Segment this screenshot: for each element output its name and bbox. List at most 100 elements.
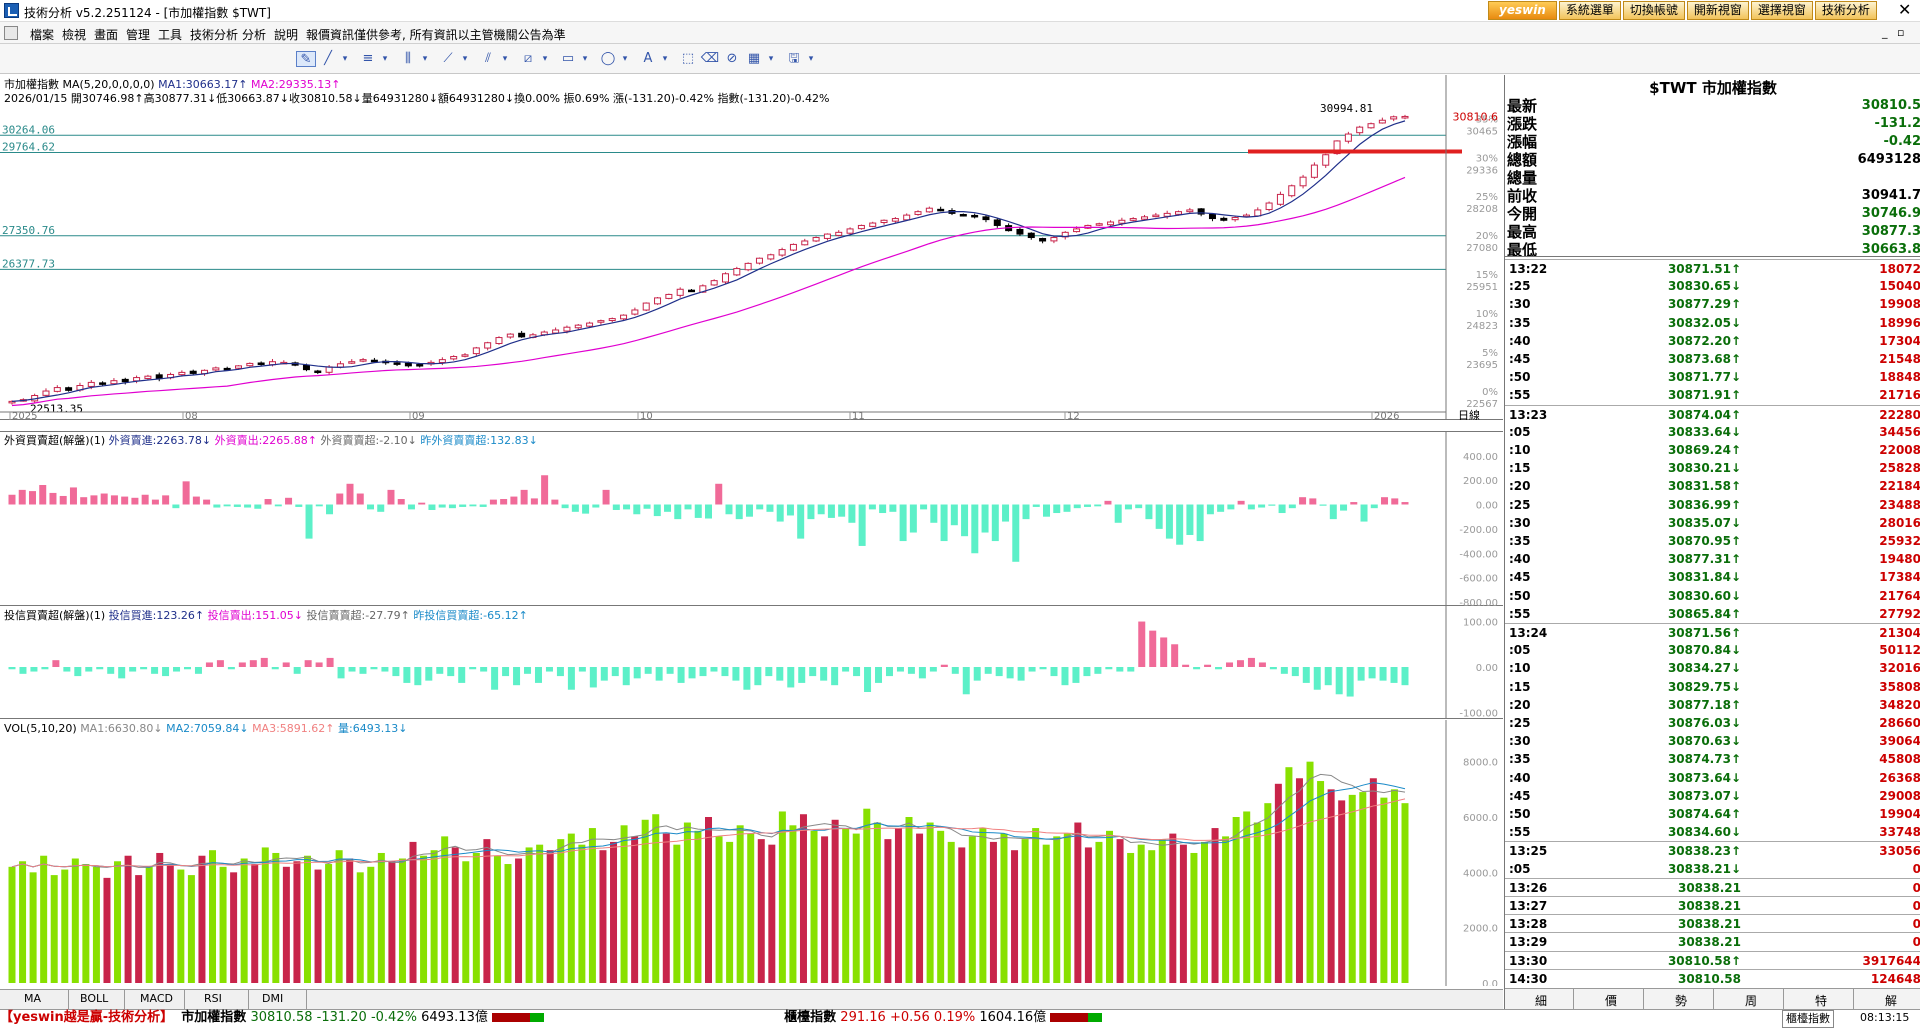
tick-row[interactable]: :40 30877.31↑ 19480: [1505, 550, 1920, 568]
tick-row[interactable]: :55 30865.84↑ 27792: [1505, 605, 1920, 623]
dropdown-icon[interactable]: ▾: [422, 54, 428, 64]
ellipse-icon[interactable]: ◯: [600, 51, 616, 66]
foreign-panel[interactable]: 外資買賣超(解盤)(1) 外資賣進:2263.78↓ 外資賣出:2265.88↑…: [0, 431, 1503, 607]
tick-row[interactable]: :25 30836.99↑ 23488: [1505, 496, 1920, 514]
volume-chart-svg[interactable]: 8000.0 6000.0 4000.0 2000.0 0.0: [0, 720, 1503, 986]
chart-tab-dmi[interactable]: DMI: [262, 992, 284, 1005]
dropdown-icon[interactable]: ▾: [768, 54, 774, 64]
menu-item-5[interactable]: 技術分析: [190, 28, 239, 42]
top-button-0[interactable]: yeswin: [1488, 1, 1557, 20]
quote-tab-0[interactable]: 細: [1535, 994, 1548, 1008]
quote-tab-1[interactable]: 價: [1605, 994, 1618, 1008]
pen-icon[interactable]: ✎: [296, 51, 316, 67]
tick-row[interactable]: :55 30834.60↓ 33748: [1505, 823, 1920, 841]
tick-row[interactable]: :40 30872.20↑ 17304: [1505, 332, 1920, 350]
tick-row[interactable]: 13:25 30838.23↑ 33056: [1505, 841, 1920, 859]
top-button-1[interactable]: 系統選單: [1558, 1, 1621, 20]
tick-row[interactable]: :50 30874.64↑ 19904: [1505, 805, 1920, 823]
grid-icon[interactable]: ▦: [747, 51, 761, 66]
channel-icon[interactable]: ⫽: [485, 51, 491, 66]
tick-row[interactable]: 13:28 30838.21 0: [1505, 914, 1920, 932]
tick-row[interactable]: :30 30870.63↓ 39064: [1505, 732, 1920, 750]
save-icon[interactable]: 🖫: [788, 51, 800, 66]
dropdown-icon[interactable]: ▾: [382, 54, 388, 64]
price-panel[interactable]: 市加權指數 MA(5,20,0,0,0,0) MA1:30663.17↑ MA2…: [0, 75, 1503, 420]
pattern-icon[interactable]: ⧄: [523, 51, 533, 66]
tick-row[interactable]: :45 30831.84↓ 17384: [1505, 568, 1920, 586]
dropdown-icon[interactable]: ▾: [462, 54, 468, 64]
chart-tab-boll[interactable]: BOLL: [80, 992, 109, 1005]
tick-row[interactable]: 13:23 30874.04↑ 22280: [1505, 404, 1920, 423]
menu-item-3[interactable]: 管理: [126, 28, 151, 42]
top-button-4[interactable]: 選擇視窗: [1750, 1, 1813, 20]
volume-panel[interactable]: VOL(5,10,20) MA1:6630.80↓ MA2:7059.84↓ M…: [0, 720, 1503, 986]
window-controls[interactable]: _ ▫: [1882, 26, 1908, 39]
menu-item-4[interactable]: 工具: [158, 28, 183, 42]
tick-row[interactable]: :25 30830.65↓ 15040: [1505, 277, 1920, 295]
tick-row[interactable]: 13:29 30838.21 0: [1505, 932, 1920, 950]
tick-row[interactable]: :10 30834.27↓ 32016: [1505, 659, 1920, 677]
tick-row[interactable]: :20 30877.18↑ 34820: [1505, 696, 1920, 714]
tick-row[interactable]: :10 30869.24↑ 22008: [1505, 441, 1920, 459]
tick-row[interactable]: :30 30835.07↓ 28016: [1505, 514, 1920, 532]
hlines-icon[interactable]: ≡: [362, 51, 374, 66]
tick-row[interactable]: 14:30 30810.58 124648: [1505, 968, 1920, 987]
chart-tab-rsi[interactable]: RSI: [204, 992, 222, 1005]
tick-row[interactable]: :50 30830.60↓ 21764: [1505, 587, 1920, 605]
dropdown-icon[interactable]: ▾: [542, 54, 548, 64]
close-window-icon[interactable]: ✕: [1898, 0, 1912, 19]
status-tab-otc[interactable]: 櫃檯指數: [1782, 1010, 1834, 1028]
tick-row[interactable]: :25 30876.03↓ 28660: [1505, 714, 1920, 732]
tick-row[interactable]: 13:27 30838.21 0: [1505, 896, 1920, 914]
tick-row[interactable]: :45 30873.07↓ 29008: [1505, 787, 1920, 805]
menu-item-0[interactable]: 檔案: [30, 28, 55, 42]
quote-tab-5[interactable]: 解: [1885, 994, 1898, 1008]
tick-row[interactable]: :45 30873.68↑ 21548: [1505, 350, 1920, 368]
select-icon[interactable]: ⬚: [681, 51, 695, 66]
top-button-5[interactable]: 技術分析: [1814, 1, 1877, 20]
chart-area[interactable]: 市加權指數 MA(5,20,0,0,0,0) MA1:30663.17↑ MA2…: [0, 75, 1503, 987]
trust-chart-svg[interactable]: 100.00 0.00 -100.00: [0, 607, 1503, 719]
trust-panel[interactable]: 投信買賣超(解盤)(1) 投信買進:123.26↑ 投信賣出:151.05↓ 投…: [0, 607, 1503, 719]
dropdown-icon[interactable]: ▾: [582, 54, 588, 64]
menu-item-7[interactable]: 說明: [274, 28, 299, 42]
line-icon[interactable]: ╱: [324, 51, 332, 66]
clear-icon[interactable]: ⊘: [726, 51, 738, 66]
tick-row[interactable]: :55 30871.91↑ 21716: [1505, 386, 1920, 404]
tick-row[interactable]: 13:24 30871.56↑ 21304: [1505, 623, 1920, 641]
tick-row[interactable]: :35 30870.95↑ 25932: [1505, 532, 1920, 550]
tick-row[interactable]: :05 30833.64↓ 34456: [1505, 423, 1920, 441]
tick-row[interactable]: :20 30831.58↑ 22184: [1505, 477, 1920, 495]
text-icon[interactable]: A: [643, 51, 653, 66]
rect-icon[interactable]: ▭: [561, 51, 575, 66]
menu-system-icon[interactable]: [4, 26, 18, 40]
tick-row[interactable]: :35 30874.73↑ 45808: [1505, 750, 1920, 768]
quote-tab-3[interactable]: 周: [1745, 994, 1758, 1008]
menu-item-6[interactable]: 分析: [242, 28, 267, 42]
dropdown-icon[interactable]: ▾: [502, 54, 508, 64]
dropdown-icon[interactable]: ▾: [662, 54, 668, 64]
tick-row[interactable]: :30 30877.29↑ 19908: [1505, 295, 1920, 313]
fan-icon[interactable]: ⟋: [443, 51, 453, 66]
top-button-3[interactable]: 開新視窗: [1686, 1, 1749, 20]
tick-row[interactable]: 13:26 30838.21 0: [1505, 877, 1920, 896]
foreign-chart-svg[interactable]: 400.00 200.00 0.00 -200.00 -400.00 -600.00 -80…: [0, 432, 1503, 607]
price-chart-svg[interactable]: 30264.06 29764.62 27350.76 26377.73 30994.81…: [0, 75, 1503, 420]
menu-item-2[interactable]: 畫面: [94, 28, 119, 42]
tick-row[interactable]: :35 30832.05↓ 18996: [1505, 314, 1920, 332]
chart-tab-macd[interactable]: MACD: [140, 992, 173, 1005]
tick-row[interactable]: 13:22 30871.51↑ 18072: [1505, 259, 1920, 277]
chart-tab-ma[interactable]: MA: [24, 992, 42, 1005]
tick-row[interactable]: :15 30830.21↓ 25828: [1505, 459, 1920, 477]
menu-item-1[interactable]: 檢視: [62, 28, 87, 42]
tick-row[interactable]: :05 30870.84↓ 50112: [1505, 641, 1920, 659]
vlines-icon[interactable]: ⫼: [405, 51, 411, 66]
dropdown-icon[interactable]: ▾: [342, 54, 348, 64]
dropdown-icon[interactable]: ▾: [808, 54, 814, 64]
tick-row[interactable]: :40 30873.64↓ 26368: [1505, 769, 1920, 787]
tick-row[interactable]: :15 30829.75↓ 35808: [1505, 678, 1920, 696]
dropdown-icon[interactable]: ▾: [622, 54, 628, 64]
tick-row[interactable]: :05 30838.21↓ 0: [1505, 860, 1920, 878]
top-button-2[interactable]: 切換帳號: [1622, 1, 1685, 20]
quote-tab-4[interactable]: 特: [1815, 994, 1828, 1008]
